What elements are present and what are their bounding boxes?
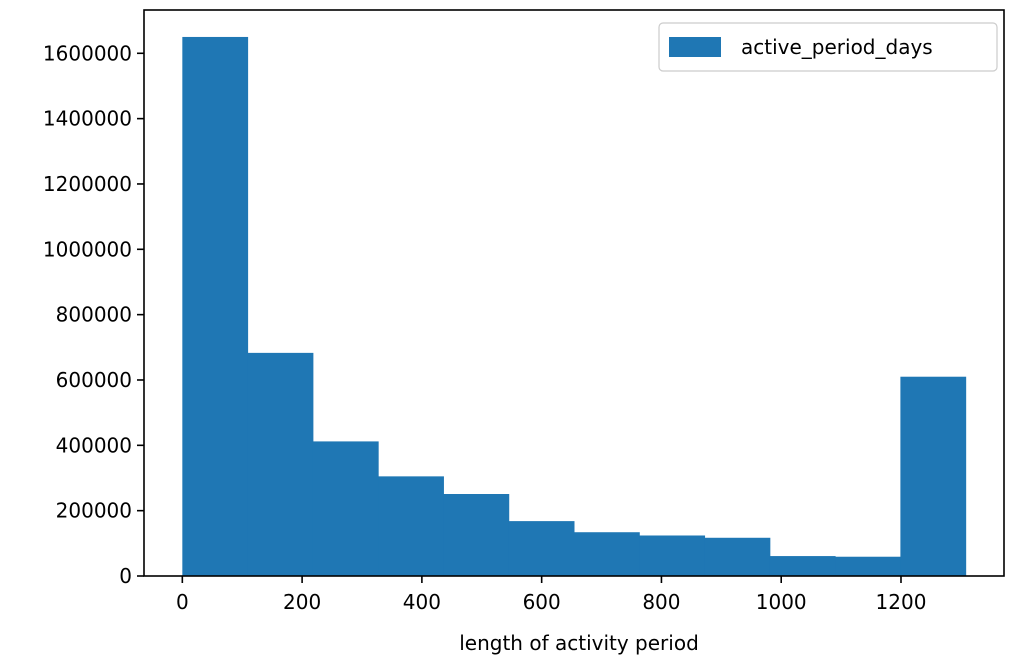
- histogram-bar: [574, 532, 640, 576]
- legend-box: [658, 22, 998, 72]
- x-axis-ticks: 0 200 400 600 800 1000 1200: [176, 576, 926, 614]
- y-tick-label: 1000000: [43, 237, 132, 261]
- histogram-bar: [508, 521, 575, 576]
- x-tick-label: 1000: [756, 590, 807, 614]
- histogram-bar: [835, 556, 901, 576]
- x-tick-label: 0: [176, 590, 189, 614]
- legend-label: active_period_days: [741, 35, 933, 59]
- histogram-bar: [182, 36, 249, 576]
- x-tick-label: 1200: [876, 590, 927, 614]
- histogram-bar: [247, 352, 314, 576]
- y-tick-label: 1400000: [43, 107, 132, 131]
- histogram-bar: [443, 493, 510, 576]
- legend: active_period_days: [658, 22, 998, 72]
- y-tick-label: 800000: [56, 303, 132, 327]
- y-tick-label: 400000: [56, 433, 132, 457]
- y-tick-label: 1600000: [43, 41, 132, 65]
- x-tick-label: 800: [642, 590, 680, 614]
- histogram-bar: [704, 537, 771, 576]
- plot-frame: [143, 9, 1005, 577]
- histogram-bar: [900, 376, 967, 576]
- y-axis-ticks: 0 200000 400000 600000 800000 1000000 1200000 1…: [43, 41, 144, 588]
- histogram-bars: [182, 36, 967, 576]
- y-tick-label: 200000: [56, 499, 132, 523]
- y-tick-label: 600000: [56, 368, 132, 392]
- x-tick-label: 200: [283, 590, 321, 614]
- legend-swatch: [669, 37, 721, 57]
- y-tick-label: 0: [119, 564, 132, 588]
- x-tick-label: 400: [403, 590, 441, 614]
- y-tick-label: 1200000: [43, 172, 132, 196]
- x-tick-label: 600: [523, 590, 561, 614]
- histogram-bar: [378, 476, 444, 576]
- histogram-bar: [312, 441, 379, 576]
- x-axis-title: length of activity period: [459, 631, 699, 655]
- histogram-bar: [769, 556, 836, 576]
- histogram-bar: [639, 535, 706, 576]
